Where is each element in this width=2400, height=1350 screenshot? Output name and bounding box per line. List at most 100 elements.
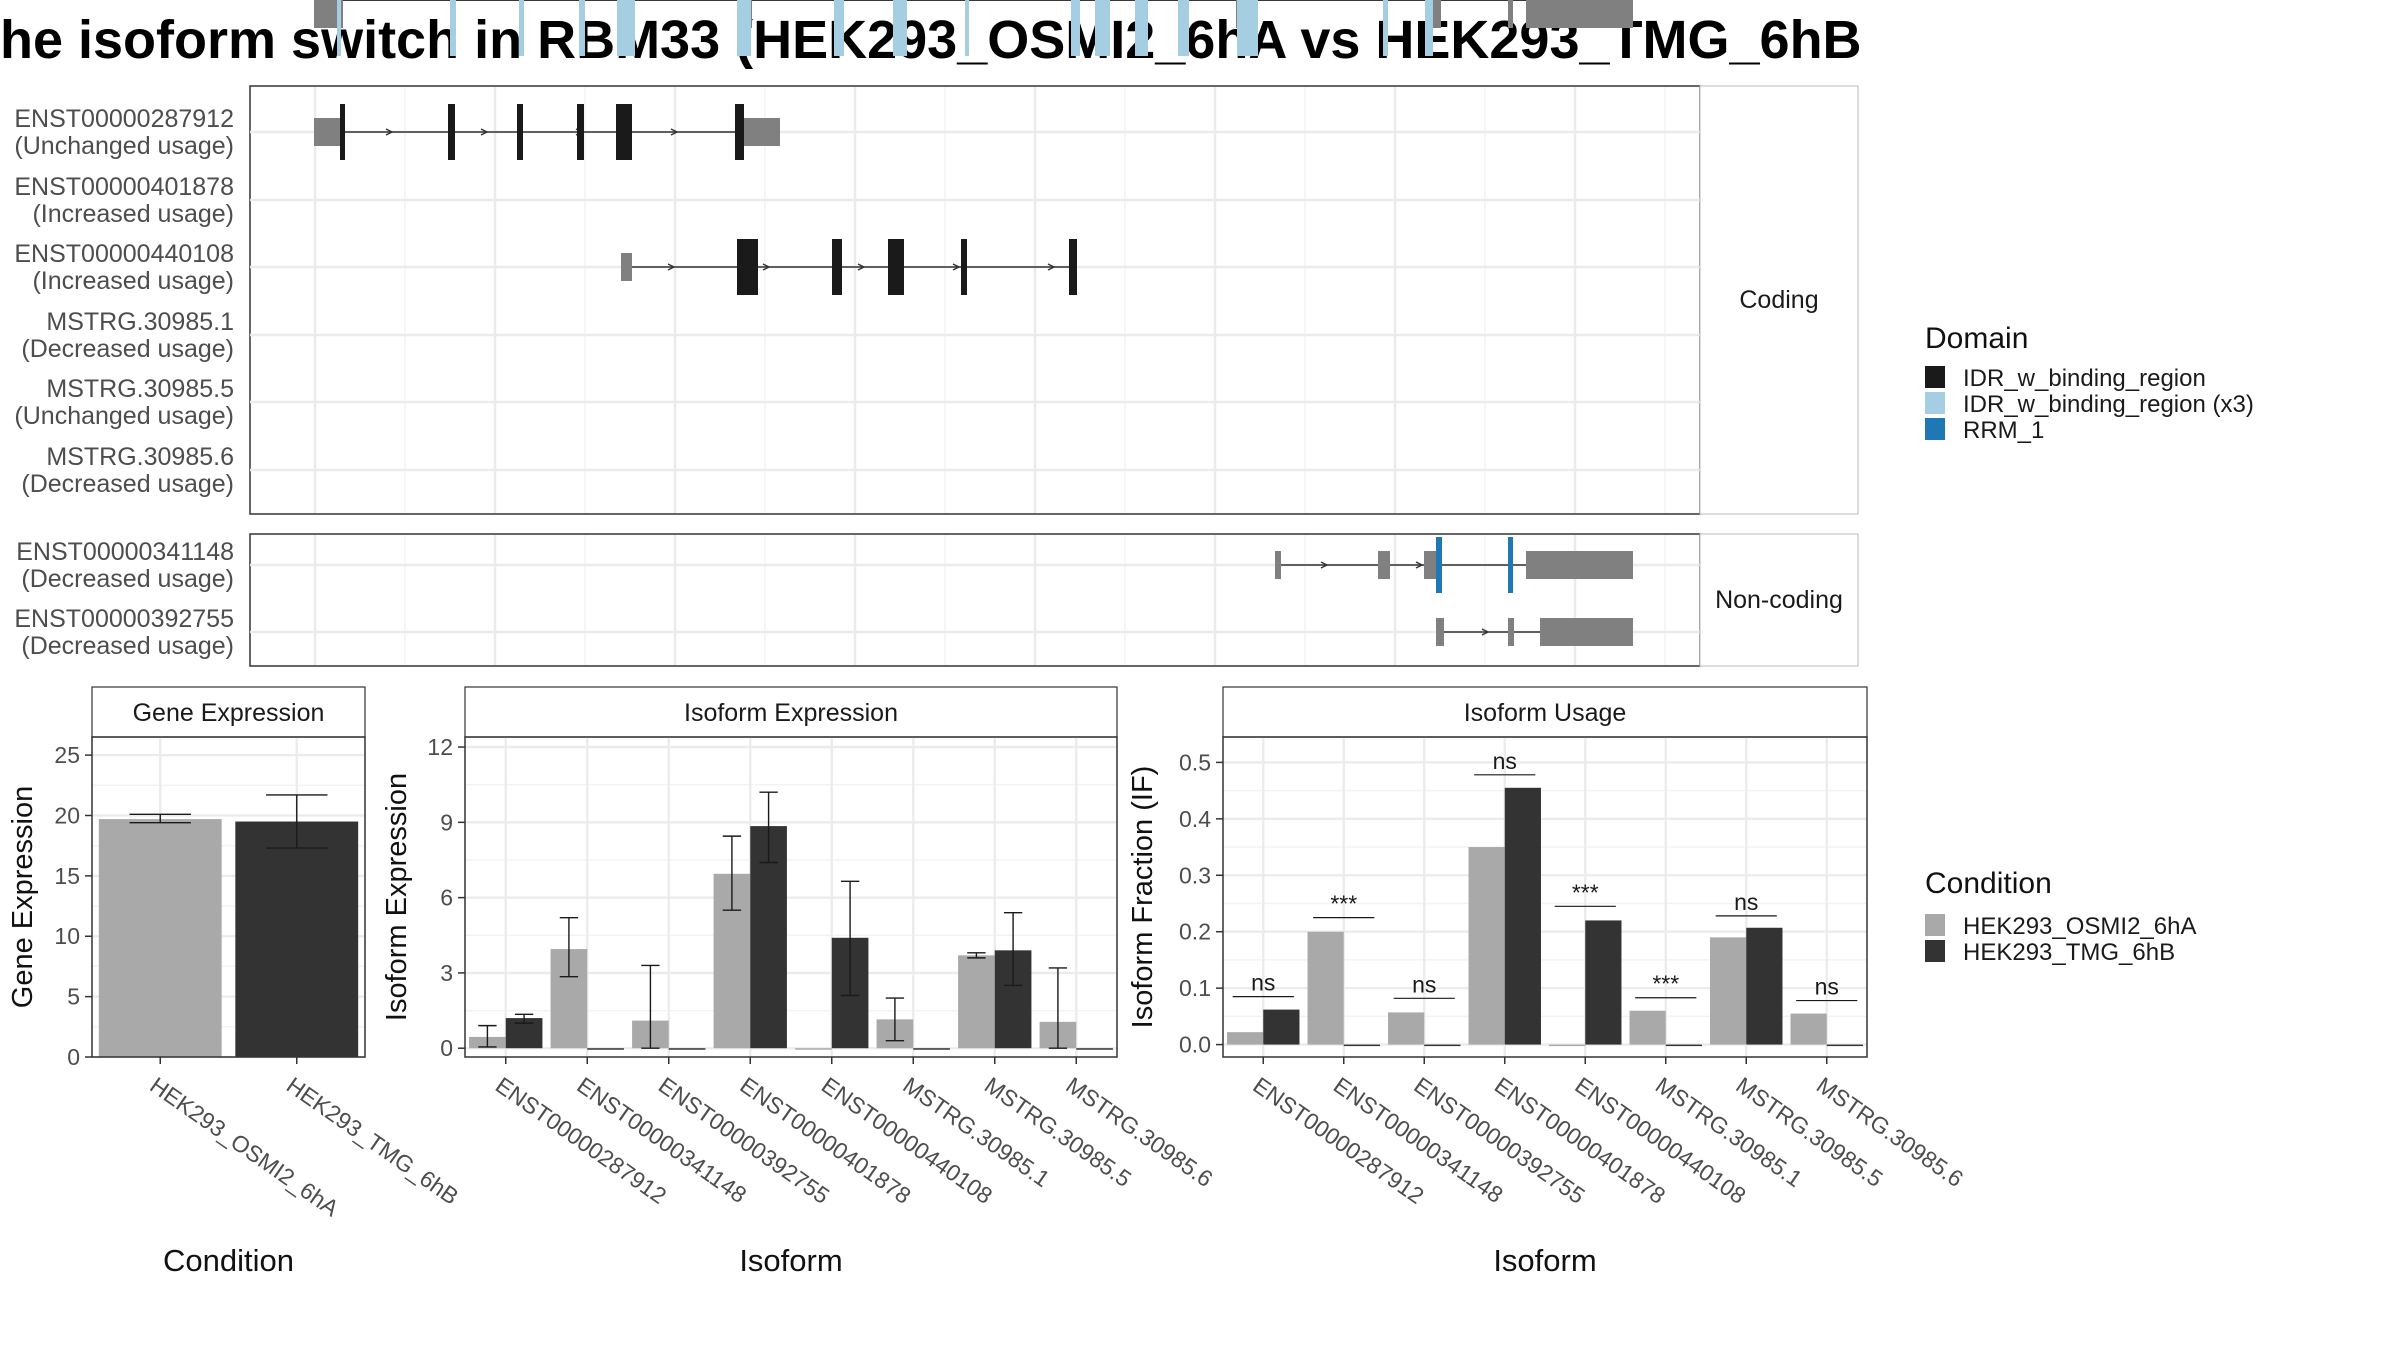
exon-gray <box>1584 618 1598 646</box>
transcript-track <box>1275 537 1633 593</box>
y-tick-label: 0.4 <box>1179 806 1211 832</box>
exon-gray <box>744 118 762 146</box>
bar <box>1549 1044 1586 1047</box>
structure-panel-noncoding: Non-coding <box>249 533 1859 667</box>
exon-idr-x3 <box>1383 0 1388 56</box>
bar <box>795 1048 832 1050</box>
transcript-label: MSTRG.30985.1 <box>46 308 234 336</box>
exon-idr <box>735 104 744 160</box>
bar <box>1629 1010 1666 1045</box>
y-tick-label: 5 <box>67 984 80 1010</box>
exon-idr <box>577 104 584 160</box>
bar <box>1710 937 1747 1045</box>
isoform-expression-ylabel: Isoform Expression <box>381 773 413 1021</box>
isoform-expression-chart: Isoform Expression 036912ENST00000287912… <box>381 686 1218 1278</box>
bar <box>1504 787 1541 1045</box>
transcript-usage-label: (Decreased usage) <box>21 632 234 660</box>
significance-label: *** <box>1572 879 1599 905</box>
y-tick-label: 0.0 <box>1179 1032 1211 1058</box>
exon-idr-x3 <box>1425 0 1433 56</box>
exon-idr-x3 <box>737 0 751 56</box>
exon-gray <box>1436 618 1444 646</box>
isoform-usage-xlabel: Isoform <box>1493 1243 1596 1278</box>
significance-label: ns <box>1251 970 1275 996</box>
transcript-usage-label: (Decreased usage) <box>21 335 234 363</box>
condition-legend-title: Condition <box>1925 867 2052 900</box>
bar <box>1263 1009 1300 1045</box>
legend-swatch-osmi2 <box>1925 914 1945 936</box>
bar <box>1790 1013 1827 1045</box>
legend-swatch-idr-x3 <box>1925 392 1945 414</box>
bar <box>1388 1012 1425 1045</box>
strand-arrow <box>667 263 676 271</box>
significance-label: ns <box>1493 748 1517 774</box>
x-tick-label: MSTRG.30985.5 <box>980 1072 1136 1192</box>
coding-panel-frame <box>249 85 1701 515</box>
transcript-label: ENST00000392755 <box>14 605 234 633</box>
bar <box>1665 1044 1702 1047</box>
y-tick-label: 0 <box>67 1044 80 1070</box>
significance-label: ns <box>1815 974 1839 1000</box>
transcript-usage-label: (Decreased usage) <box>21 470 234 498</box>
transcript-usage-label: (Unchanged usage) <box>14 132 234 160</box>
exon-idr-x3 <box>519 0 524 56</box>
noncoding-transcript-tracks <box>1275 537 1633 646</box>
bar <box>1746 927 1783 1045</box>
exon-idr <box>340 104 345 160</box>
x-tick-label: MSTRG.30985.6 <box>1061 1072 1217 1192</box>
coding-strip-label: Coding <box>1739 286 1818 314</box>
x-tick-label: MSTRG.30985.6 <box>1812 1072 1968 1192</box>
bar <box>913 1048 950 1050</box>
exon-idr-x3 <box>1135 0 1148 56</box>
transcript-usage-label: (Increased usage) <box>32 267 234 295</box>
domain-legend-title: Domain <box>1925 322 2028 355</box>
strand-arrow <box>952 263 961 271</box>
legend-swatch-idr <box>1925 366 1945 388</box>
bar <box>1826 1044 1863 1047</box>
exon-idr-x3 <box>893 0 907 56</box>
exon-idr <box>888 239 904 295</box>
y-tick-label: 0.3 <box>1179 862 1211 888</box>
exon-idr-x3 <box>450 0 456 56</box>
bar <box>1468 847 1505 1045</box>
exon-idr-x3 <box>579 0 585 56</box>
transcript-track <box>330 0 1633 56</box>
strand-arrow <box>385 128 394 136</box>
transcript-label: ENST00000341148 <box>16 538 234 566</box>
exon-idr-x3 <box>834 0 844 56</box>
isoform-expression-xlabel: Isoform <box>739 1243 842 1278</box>
exon-gray <box>1526 551 1533 579</box>
exon-rrm <box>1436 537 1442 593</box>
isoform-usage-chart: Isoform Usage 0.0 0.1 0.2 0.3 0.4 0.5 ns *** ns n… <box>1127 686 1968 1278</box>
strand-arrow <box>1047 263 1056 271</box>
strand-arrow <box>1481 628 1490 636</box>
noncoding-strip-label: Non-coding <box>1715 586 1843 614</box>
structure-panel-coding: Coding <box>249 0 1859 515</box>
exon-gray <box>1508 0 1513 28</box>
y-tick-label: 0.1 <box>1179 975 1211 1001</box>
y-tick-label: 6 <box>440 885 453 911</box>
bar <box>587 1048 624 1050</box>
transcript-label: ENST00000287912 <box>14 105 234 133</box>
legend-swatch-tmg <box>1925 940 1945 962</box>
exon-idr-x3 <box>617 0 635 56</box>
significance-label: *** <box>1652 971 1679 997</box>
y-tick-label: 0.2 <box>1179 919 1211 945</box>
exon-idr <box>961 239 967 295</box>
exon-idr-x3 <box>1237 0 1258 56</box>
strand-arrow <box>762 263 771 271</box>
transcript-label: ENST00000401878 <box>14 173 234 201</box>
transcript-label: MSTRG.30985.5 <box>46 375 234 403</box>
isoform-usage-strip <box>1222 686 1868 738</box>
exon-idr <box>1069 239 1077 295</box>
strand-arrow <box>1320 561 1329 569</box>
bar <box>1227 1032 1264 1045</box>
legend-swatch-rrm <box>1925 418 1945 440</box>
gene-expression-xlabel: Condition <box>163 1243 294 1278</box>
condition-legend: Condition HEK293_OSMI2_6hA HEK293_TMG_6h… <box>1925 867 2196 966</box>
y-tick-label: 0.5 <box>1179 749 1211 775</box>
y-tick-label: 0 <box>440 1035 453 1061</box>
significance-label: ns <box>1412 971 1436 997</box>
y-tick-label: 9 <box>440 809 453 835</box>
transcript-labels: ENST00000287912(Unchanged usage) ENST0000… <box>14 105 234 660</box>
